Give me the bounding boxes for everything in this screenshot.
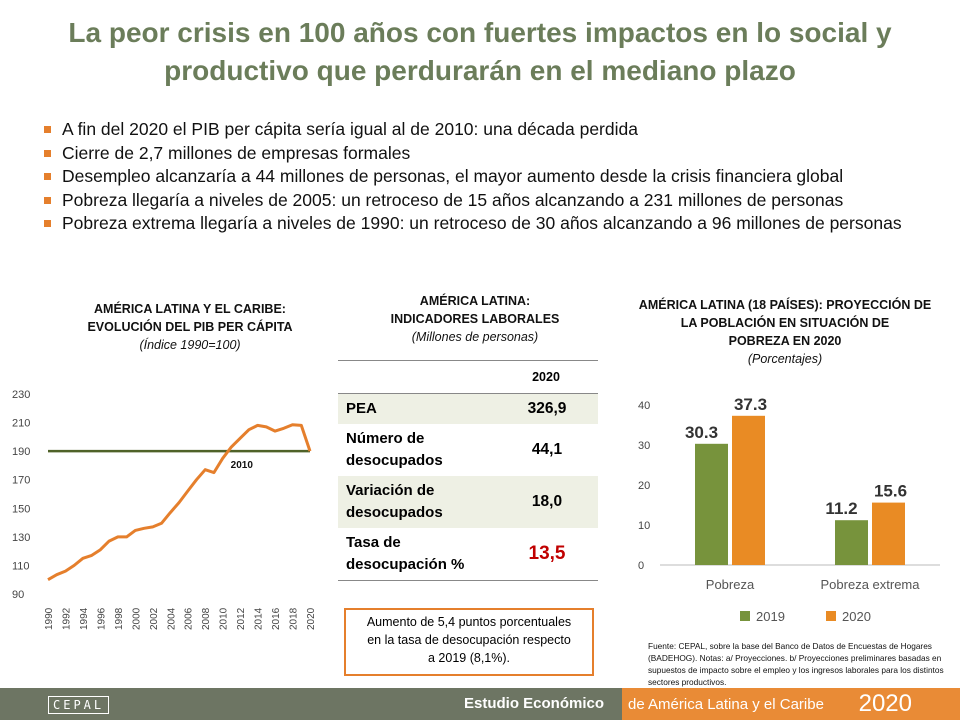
row-label: Tasa de desocupación % (338, 528, 494, 581)
bullet-square-icon (44, 126, 51, 133)
row-value-highlight: 13,5 (494, 528, 598, 581)
labor-indicators-table: 2020 PEA 326,9 Número de desocupados 44,1… (338, 360, 598, 581)
legend-label: 2020 (842, 609, 871, 624)
bullet-list: A fin del 2020 el PIB per cápita sería i… (40, 118, 940, 236)
category-label: Pobreza (706, 577, 755, 592)
bullet-square-icon (44, 220, 51, 227)
y-tick-label: 130 (12, 532, 30, 544)
unemployment-note-box: Aumento de 5,4 puntos porcentuales en la… (344, 608, 594, 676)
table-row: Tasa de desocupación % 13,5 (338, 528, 598, 581)
bar-2020 (872, 502, 905, 565)
bar-2020 (732, 415, 765, 565)
x-tick-label: 1990 (44, 607, 55, 630)
y-tick-label: 90 (12, 589, 24, 601)
x-tick-label: 2010 (219, 607, 230, 630)
pib-chart-header: AMÉRICA LATINA Y EL CARIBE: EVOLUCIÓN DE… (87, 302, 293, 352)
x-tick-label: 1998 (114, 607, 125, 630)
y-tick-label: 150 (12, 503, 30, 515)
x-tick-label: 2016 (271, 607, 282, 630)
x-tick-label: 2014 (254, 607, 265, 630)
bar-2019 (695, 443, 728, 565)
x-tick-label: 2000 (131, 607, 142, 630)
row-value: 326,9 (494, 393, 598, 424)
x-tick-label: 2008 (201, 607, 212, 630)
legend-swatch (740, 611, 750, 621)
bullet-item: Cierre de 2,7 millones de empresas forma… (40, 142, 940, 166)
x-tick-label: 1994 (79, 607, 90, 630)
x-tick-label: 2012 (236, 607, 247, 630)
slide-title: La peor crisis en 100 años con fuertes i… (0, 14, 960, 90)
bullet-item: Desempleo alcanzaría a 44 millones de pe… (40, 165, 940, 189)
pib-line-chart: 230 210 190 170 150 130 110 90 1990 1992 1994 1996 1… (12, 389, 317, 630)
bullet-square-icon (44, 173, 51, 180)
x-tick-label: 2004 (166, 607, 177, 630)
x-tick-label: 1992 (61, 607, 72, 630)
title-line-2: productivo que perdurarán en el mediano … (164, 55, 796, 86)
legend-label: 2019 (756, 609, 785, 624)
bullet-square-icon (44, 149, 51, 157)
x-tick-label: 2020 (306, 607, 317, 630)
footer-year: 2020 (858, 690, 912, 717)
poverty-bar-chart: 40 30 20 10 0 Pobreza 30.3 37.3 Pobreza extrema 1… (638, 395, 940, 624)
bullet-item: A fin del 2020 el PIB per cápita sería i… (40, 118, 940, 142)
title-line-1: La peor crisis en 100 años con fuertes i… (68, 17, 892, 48)
legend-swatch (826, 611, 836, 621)
category-label: Pobreza extrema (821, 577, 921, 592)
table-column-header: 2020 (494, 360, 598, 394)
y-tick-label: 230 (12, 389, 30, 401)
y-tick-label: 210 (12, 418, 30, 430)
table-row: PEA 326,9 (338, 393, 598, 424)
reference-line-label: 2010 (231, 460, 254, 471)
footer-title: Estudio Económico (464, 695, 605, 712)
footer-subtitle: de América Latina y el Caribe (628, 696, 824, 713)
y-tick-label: 0 (638, 560, 644, 572)
poverty-chart-header: AMÉRICA LATINA (18 PAÍSES): PROYECCIÓN D… (638, 298, 932, 366)
y-tick-label: 30 (638, 440, 650, 452)
row-label: Número de desocupados (346, 430, 443, 469)
table-row: Número de desocupados 44,1 (338, 424, 598, 476)
bar-value-label: 15.6 (874, 482, 907, 501)
bar-value-label: 37.3 (734, 395, 767, 414)
row-label: PEA (338, 393, 494, 424)
bullet-item: Pobreza extrema llegaría a niveles de 19… (40, 212, 940, 236)
row-value: 44,1 (531, 441, 563, 458)
x-tick-label: 2002 (149, 607, 160, 630)
footer-orange-block: de América Latina y el Caribe 2020 (622, 688, 960, 720)
row-value: 18,0 (494, 476, 598, 528)
bullet-square-icon (44, 196, 51, 204)
x-tick-label: 2006 (184, 607, 195, 630)
footer-bar: CEPAL Estudio Económico de América Latin… (0, 688, 960, 720)
cepal-logo: CEPAL (48, 696, 110, 714)
bar-value-label: 30.3 (685, 423, 718, 442)
y-tick-label: 110 (12, 560, 30, 572)
y-tick-label: 10 (638, 520, 650, 532)
y-tick-label: 190 (12, 446, 30, 458)
x-tick-label: 1996 (96, 607, 107, 630)
row-label: Variación de desocupados (338, 476, 494, 528)
labor-table-header: AMÉRICA LATINA: INDICADORES LABORALES (M… (390, 294, 560, 344)
y-tick-label: 20 (638, 480, 650, 492)
pib-series-line (47, 423, 312, 582)
y-tick-label: 40 (638, 400, 650, 412)
table-row: Variación de desocupados 18,0 (338, 476, 598, 528)
bar-2019 (835, 520, 868, 565)
bullet-item: Pobreza llegaría a niveles de 2005: un r… (40, 189, 940, 213)
y-tick-label: 170 (12, 475, 30, 487)
x-tick-label: 2018 (289, 607, 300, 630)
bar-value-label: 11.2 (825, 499, 857, 518)
source-note: Fuente: CEPAL, sobre la base del Banco d… (648, 641, 944, 687)
